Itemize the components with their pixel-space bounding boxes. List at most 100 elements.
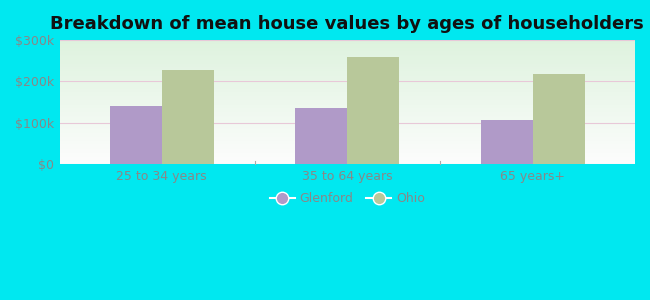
Bar	[60, 149, 635, 151]
Bar	[60, 159, 635, 160]
Bar	[60, 69, 635, 70]
Bar	[60, 60, 635, 61]
Bar	[60, 82, 635, 84]
Bar	[60, 88, 635, 90]
Bar	[110, 106, 162, 164]
Bar	[60, 74, 635, 75]
Bar	[60, 105, 635, 106]
Bar	[295, 108, 347, 164]
Bar	[60, 132, 635, 133]
Bar	[60, 103, 635, 105]
Bar	[60, 143, 635, 144]
Bar	[60, 84, 635, 85]
Bar	[60, 41, 635, 43]
Bar	[60, 94, 635, 95]
Bar	[60, 85, 635, 86]
Bar	[60, 146, 635, 147]
Bar	[60, 111, 635, 112]
Bar	[60, 137, 635, 138]
Bar	[60, 44, 635, 45]
Bar	[162, 70, 214, 164]
Bar	[60, 152, 635, 153]
Bar	[60, 127, 635, 128]
Bar	[60, 123, 635, 124]
Bar	[60, 131, 635, 132]
Bar	[347, 58, 399, 164]
Bar	[481, 119, 533, 164]
Bar	[60, 163, 635, 164]
Bar	[60, 136, 635, 137]
Bar	[60, 154, 635, 155]
Bar	[60, 115, 635, 116]
Bar	[60, 75, 635, 76]
Bar	[60, 43, 635, 44]
Bar	[60, 118, 635, 119]
Bar	[60, 59, 635, 60]
Bar	[60, 107, 635, 108]
Bar	[60, 147, 635, 148]
Bar	[60, 95, 635, 96]
Bar	[60, 106, 635, 107]
Bar	[60, 68, 635, 69]
Bar	[60, 108, 635, 110]
Bar	[60, 55, 635, 56]
Bar	[60, 77, 635, 79]
Bar	[60, 87, 635, 88]
Bar	[60, 97, 635, 98]
Bar	[60, 102, 635, 104]
Bar	[60, 56, 635, 58]
Bar	[60, 101, 635, 102]
Bar	[60, 76, 635, 77]
Bar	[60, 128, 635, 130]
Bar	[60, 61, 635, 62]
Bar	[60, 157, 635, 158]
Bar	[60, 112, 635, 113]
Bar	[60, 79, 635, 80]
Bar	[60, 71, 635, 72]
Bar	[60, 65, 635, 66]
Bar	[60, 116, 635, 117]
Bar	[60, 162, 635, 163]
Bar	[60, 50, 635, 51]
Bar	[60, 49, 635, 50]
Legend: Glenford, Ohio: Glenford, Ohio	[265, 187, 430, 210]
Bar	[60, 98, 635, 100]
Bar	[60, 81, 635, 82]
Bar	[533, 74, 585, 164]
Bar	[60, 86, 635, 87]
Bar	[60, 62, 635, 64]
Bar	[60, 121, 635, 122]
Title: Breakdown of mean house values by ages of householders: Breakdown of mean house values by ages o…	[51, 15, 644, 33]
Bar	[60, 100, 635, 101]
Bar	[60, 80, 635, 81]
Bar	[60, 92, 635, 94]
Bar	[60, 142, 635, 143]
Bar	[60, 130, 635, 131]
Bar	[60, 133, 635, 134]
Bar	[60, 64, 635, 65]
Bar	[60, 54, 635, 55]
Bar	[60, 110, 635, 111]
Bar	[60, 155, 635, 157]
Bar	[60, 151, 635, 152]
Bar	[60, 72, 635, 74]
Bar	[60, 40, 635, 41]
Bar	[60, 160, 635, 162]
Bar	[60, 45, 635, 46]
Bar	[60, 134, 635, 136]
Bar	[60, 141, 635, 142]
Bar	[60, 117, 635, 118]
Bar	[60, 46, 635, 48]
Bar	[60, 66, 635, 68]
Bar	[60, 144, 635, 145]
Bar	[60, 91, 635, 92]
Bar	[60, 96, 635, 97]
Bar	[60, 70, 635, 71]
Bar	[60, 119, 635, 121]
Bar	[60, 148, 635, 149]
Bar	[60, 48, 635, 49]
Bar	[60, 140, 635, 141]
Bar	[60, 52, 635, 54]
Bar	[60, 158, 635, 159]
Bar	[60, 124, 635, 126]
